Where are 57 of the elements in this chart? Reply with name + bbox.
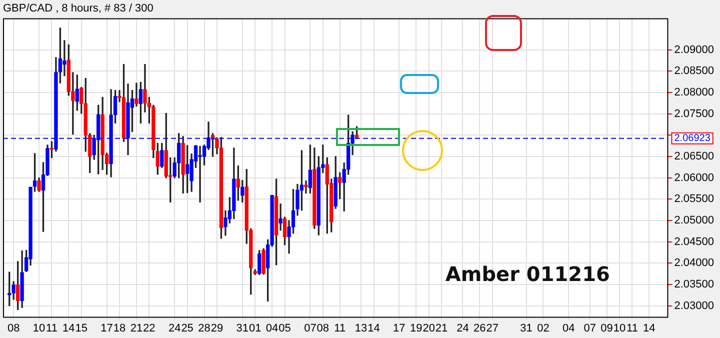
x-tick-label: 11 [46, 322, 58, 334]
x-tick-label: 22 [143, 322, 156, 334]
candlestick [304, 180, 308, 194]
x-tick-label: 07 [584, 322, 596, 334]
y-tick-label: 2.03500 [674, 278, 714, 291]
x-tick-label: 24 [168, 322, 181, 334]
x-tick-label: 17 [393, 322, 406, 334]
x-tick-label: 17 [100, 322, 113, 334]
annotation: Amber 011216 [445, 262, 610, 286]
x-tick-label: 05 [278, 322, 291, 334]
candlestick [134, 82, 138, 106]
x-tick-label: 15 [75, 322, 88, 334]
y-tick-label: 2.08500 [674, 65, 714, 78]
x-tick-label: 31 [520, 322, 532, 334]
y-tick-label: 2.05500 [674, 193, 714, 206]
x-tick-label: 26 [474, 322, 486, 334]
y-tick-label: 2.07500 [674, 108, 714, 120]
x-tick-label: 29 [210, 322, 224, 334]
y-tick-label: 2.09000 [674, 44, 714, 56]
x-tick-label: 19 [410, 322, 422, 334]
x-tick-label: 10 [32, 322, 46, 334]
x-tick-label: 24 [456, 322, 469, 334]
y-tick-label: 2.06500 [674, 150, 714, 163]
x-tick-label: 18 [113, 322, 126, 334]
y-tick-label: 2.04500 [674, 236, 714, 248]
x-tick-label: 14 [643, 322, 656, 334]
x-tick-label: 14 [62, 322, 75, 334]
chart-title: GBP/CAD , 8 hours, # 83 / 300 [3, 2, 154, 15]
x-tick-label: 09 [600, 322, 613, 334]
x-tick-label: 31 [236, 322, 249, 334]
y-tick-label: 2.06000 [674, 172, 714, 184]
y-tick-label: 2.03000 [674, 300, 714, 312]
ref-line-label: 2.06923 [674, 133, 711, 144]
x-tick-label: 27 [486, 322, 499, 334]
x-tick-label: 25 [181, 322, 194, 334]
x-tick-label: 11 [334, 322, 346, 334]
x-tick-label: 14 [368, 322, 380, 334]
x-tick-label: 21 [435, 322, 448, 334]
x-tick-label: 20 [422, 322, 435, 334]
x-tick-label: 13 [354, 322, 368, 334]
x-tick-label: 08 [7, 322, 20, 334]
x-tick-label: 02 [537, 322, 550, 334]
y-tick-label: 2.04000 [674, 257, 714, 270]
x-tick-label: 04 [562, 322, 575, 334]
x-tick-label: 04 [266, 322, 278, 334]
candlestick [198, 146, 202, 202]
x-tick-label: 28 [198, 322, 210, 334]
y-tick-label: 2.08000 [674, 86, 714, 98]
x-tick-label: 11 [626, 322, 638, 334]
candlestick [278, 204, 282, 231]
x-tick-label: 08 [316, 322, 330, 334]
x-tick-label: 10 [613, 322, 626, 334]
x-tick-label: 07 [304, 322, 316, 334]
x-tick-label: 21 [130, 322, 143, 334]
x-tick-label: 01 [248, 322, 262, 334]
y-tick-label: 2.05000 [674, 214, 714, 227]
candlestick [62, 40, 66, 76]
